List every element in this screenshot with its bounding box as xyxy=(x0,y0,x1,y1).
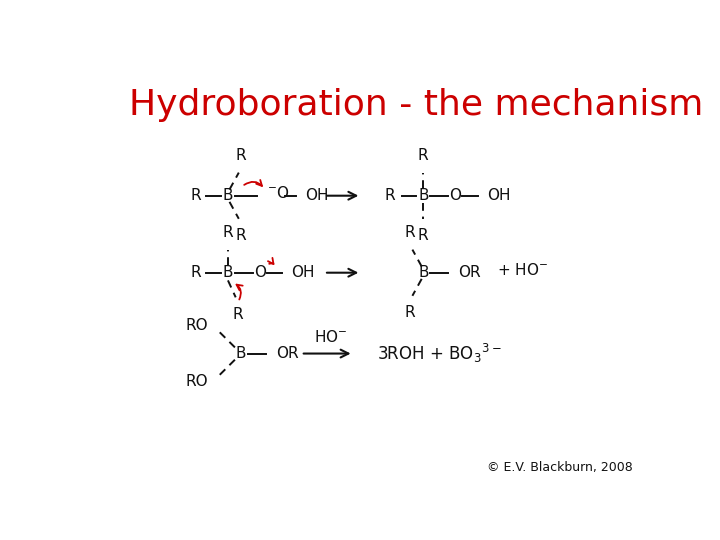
Text: O: O xyxy=(253,265,266,280)
Text: B: B xyxy=(418,265,428,280)
Text: B: B xyxy=(418,188,428,203)
Text: R: R xyxy=(222,225,233,240)
Text: OH: OH xyxy=(487,188,510,203)
Text: OH: OH xyxy=(292,265,315,280)
Text: HO$^{-}$: HO$^{-}$ xyxy=(313,329,347,345)
Text: R: R xyxy=(233,307,243,322)
Text: OR: OR xyxy=(276,346,299,361)
Text: R: R xyxy=(236,148,246,164)
Text: R: R xyxy=(418,228,428,243)
Text: OR: OR xyxy=(458,265,481,280)
Text: RO: RO xyxy=(186,374,209,389)
Text: R: R xyxy=(418,148,428,164)
Text: R: R xyxy=(236,228,246,243)
Text: Hydroboration - the mechanism: Hydroboration - the mechanism xyxy=(129,88,703,122)
Text: © E.V. Blackburn, 2008: © E.V. Blackburn, 2008 xyxy=(487,462,632,475)
Text: OH: OH xyxy=(305,188,329,203)
Text: B: B xyxy=(222,265,233,280)
Text: O: O xyxy=(449,188,461,203)
Text: R: R xyxy=(405,305,415,320)
Text: $^{-}$O: $^{-}$O xyxy=(266,185,289,201)
Text: R: R xyxy=(191,265,202,280)
Text: RO: RO xyxy=(186,318,209,333)
Text: + HO$^{-}$: + HO$^{-}$ xyxy=(497,262,548,279)
Text: 3ROH + BO$_3$$^{3-}$: 3ROH + BO$_3$$^{3-}$ xyxy=(377,342,501,365)
Text: B: B xyxy=(236,346,246,361)
Text: B: B xyxy=(222,188,233,203)
Text: R: R xyxy=(384,188,395,203)
Text: R: R xyxy=(191,188,202,203)
Text: R: R xyxy=(405,225,415,240)
